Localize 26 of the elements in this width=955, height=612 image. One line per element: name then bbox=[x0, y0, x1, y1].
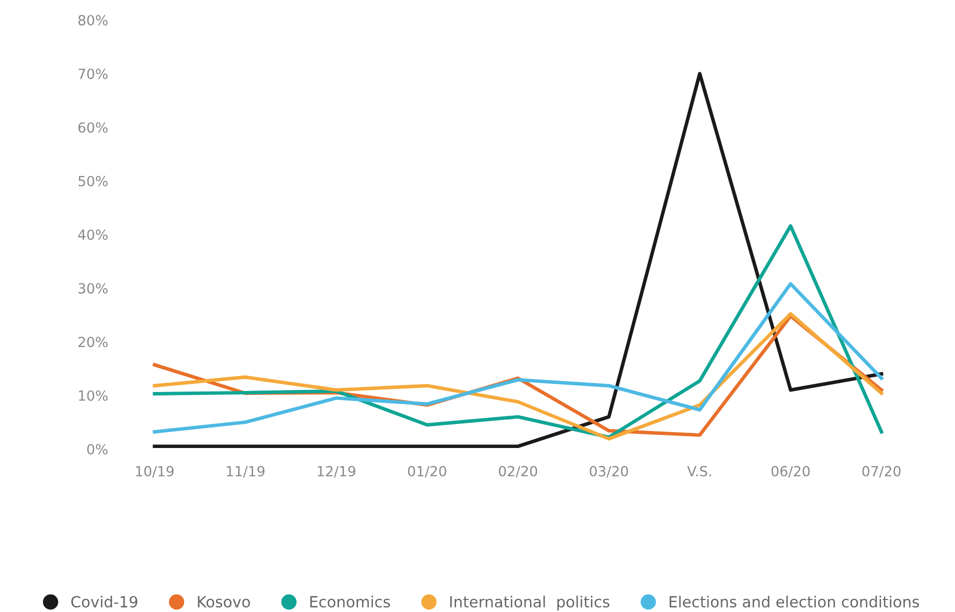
y-tick-label: 70% bbox=[78, 68, 108, 80]
x-tick-label: 11/19 bbox=[226, 466, 264, 478]
x-tick-label: 07/20 bbox=[862, 466, 901, 478]
y-tick-label: 20% bbox=[78, 336, 108, 348]
x-tick-label: 12/19 bbox=[318, 466, 356, 478]
legend-label: Economics bbox=[310, 596, 390, 608]
y-tick-label: 30% bbox=[78, 283, 108, 294]
y-tick-label: 50% bbox=[78, 176, 108, 186]
line-series bbox=[152, 72, 884, 448]
x-tick-label: 01/20 bbox=[408, 466, 446, 478]
legend-label: Elections and election conditions bbox=[670, 596, 919, 608]
x-tick-label: 02/20 bbox=[498, 466, 538, 478]
x-tick-label: 03/20 bbox=[590, 466, 628, 478]
x-tick-label: V.S. bbox=[687, 466, 711, 476]
y-tick-label: 80% bbox=[78, 14, 108, 26]
y-tick-label: 10% bbox=[78, 390, 108, 401]
line-series bbox=[152, 224, 884, 439]
legend-label: Kosovo bbox=[198, 596, 250, 608]
line-series bbox=[152, 282, 884, 434]
x-tick-label: 06/20 bbox=[771, 466, 810, 478]
legend-label: Covid-19 bbox=[71, 596, 138, 608]
x-tick-label: 10/19 bbox=[136, 466, 174, 478]
y-tick-label: 0% bbox=[87, 444, 108, 454]
legend-label: International politics bbox=[450, 596, 610, 610]
y-tick-label: 40% bbox=[78, 229, 108, 240]
y-tick-label: 60% bbox=[78, 122, 108, 133]
